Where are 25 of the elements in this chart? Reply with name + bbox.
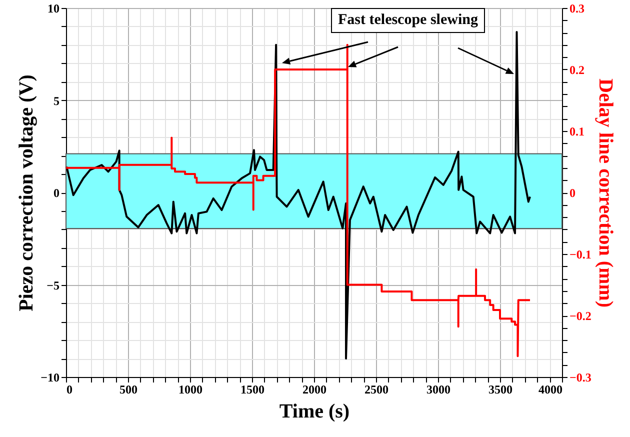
- y-tick-label: 10: [48, 2, 60, 16]
- x-tick-label: 1000: [178, 382, 202, 396]
- y-tick-label: −5: [46, 278, 60, 292]
- y2-axis-title: Delay line correction (mm): [594, 78, 616, 308]
- y2-tick-label: −0.3: [570, 370, 592, 384]
- x-tick-label: 3000: [426, 382, 450, 396]
- y2-tick-label: −0.1: [570, 248, 592, 262]
- annotation: Fast telescope slewing: [331, 8, 485, 33]
- y-tick-label: −10: [40, 370, 60, 384]
- y-tick-label: 5: [54, 94, 60, 108]
- y2-tick-label: −0.2: [570, 309, 592, 323]
- x-tick-label: 2000: [302, 382, 326, 396]
- x-tick-label: 2500: [364, 382, 388, 396]
- x-tick-label: 4000: [538, 382, 562, 396]
- x-tick-label: 3500: [488, 382, 512, 396]
- x-axis-title: Time (s): [279, 400, 350, 422]
- y-tick-label: 0: [54, 186, 60, 200]
- y2-tick-label: 0.2: [570, 63, 584, 77]
- x-tick-label: 500: [120, 382, 138, 396]
- x-tick-label: 1500: [240, 382, 264, 396]
- y2-tick-label: 0.1: [570, 124, 584, 138]
- y2-tick-label: 0: [570, 186, 576, 200]
- y-axis-title: Piezo correction voltage (V): [16, 74, 38, 312]
- x-tick-label: 0: [66, 382, 72, 396]
- y2-tick-label: 0.3: [570, 2, 584, 16]
